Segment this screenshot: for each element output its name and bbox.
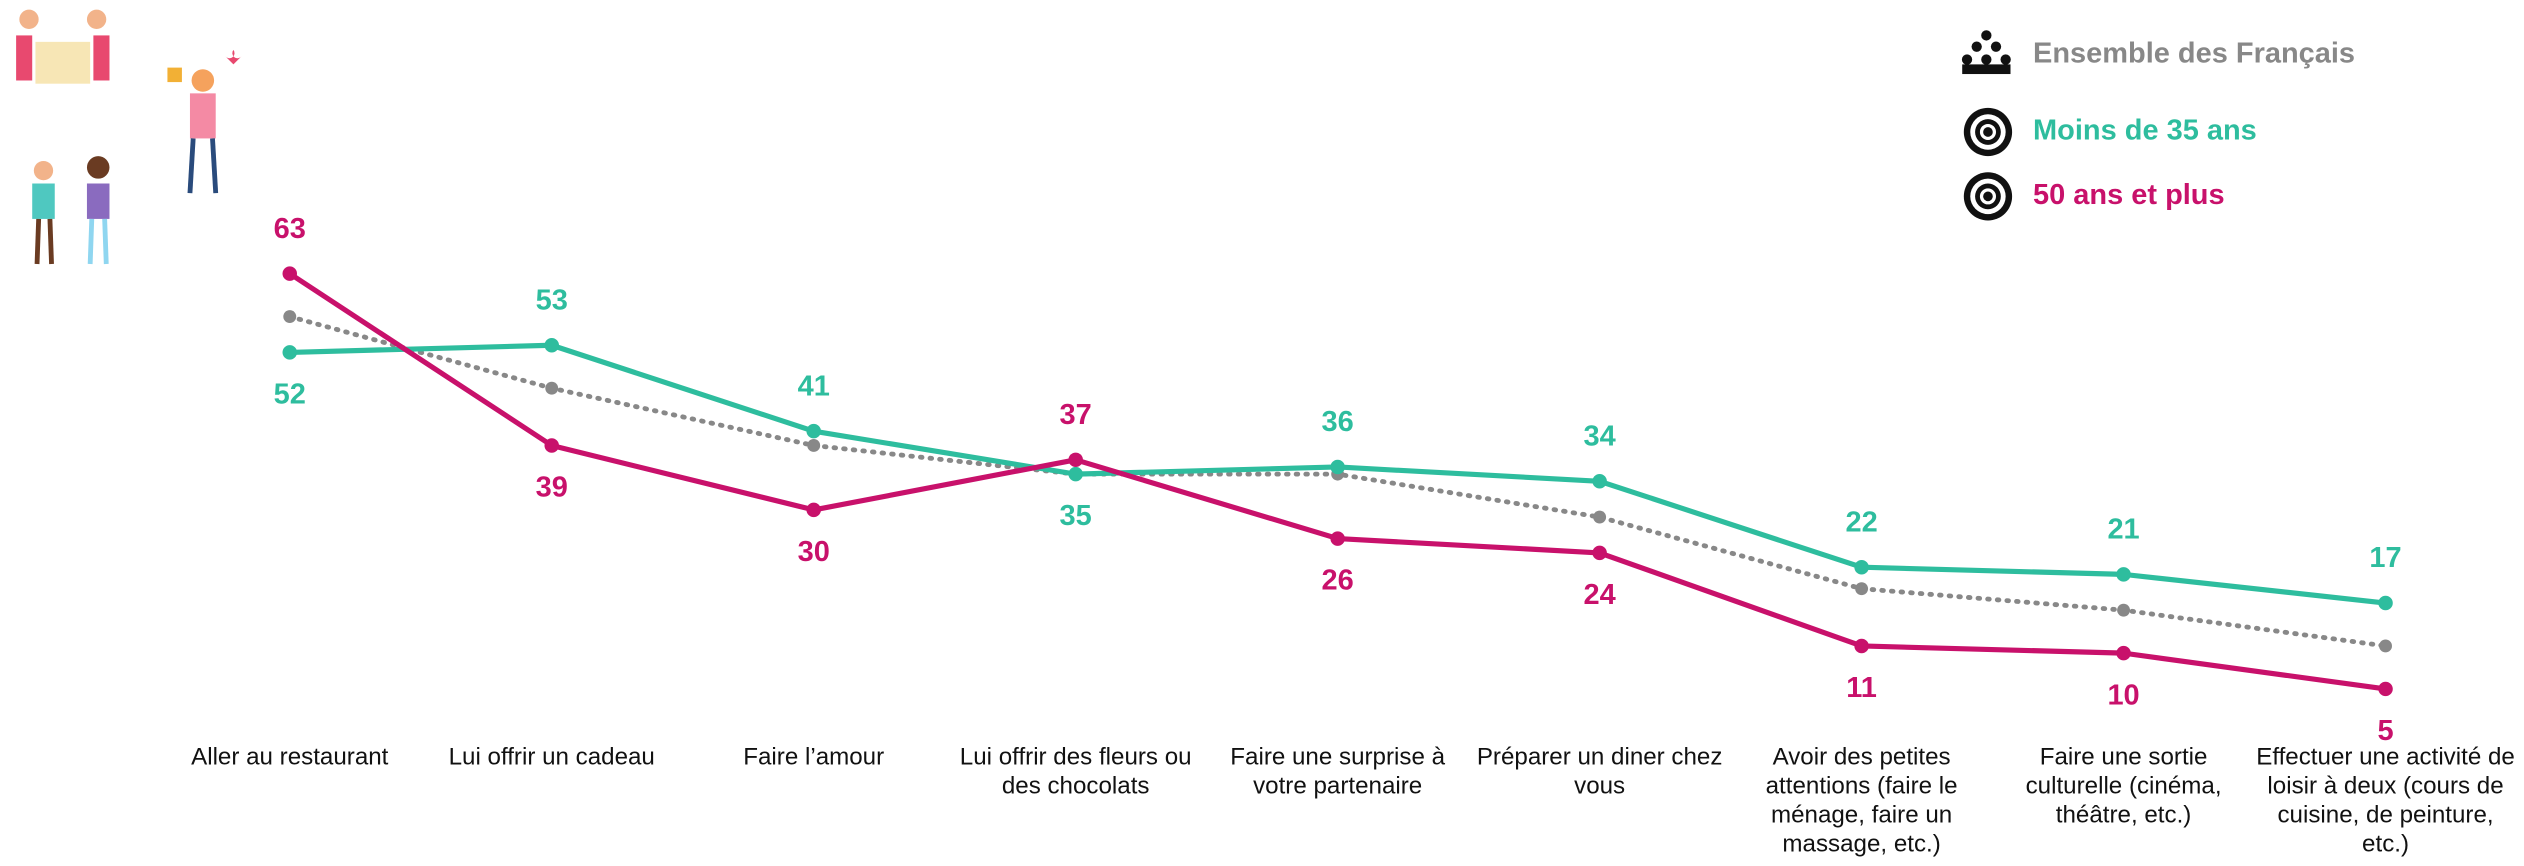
legend-icon	[1983, 127, 1993, 137]
data-label: 34	[1584, 420, 1616, 452]
data-point	[1330, 531, 1345, 546]
data-label: 39	[536, 472, 568, 504]
data-label: 21	[2107, 514, 2139, 546]
x-tick-label-box: Lui offrir des fleurs ou des chocolats	[959, 743, 1192, 801]
legend-icon	[1961, 54, 1973, 65]
data-label: 41	[798, 370, 830, 402]
data-point	[2378, 595, 2393, 611]
data-point	[2379, 639, 2392, 653]
x-tick-label-box: Faire l’amour	[743, 743, 885, 772]
data-label: 35	[1060, 500, 1092, 532]
data-point	[806, 423, 821, 439]
legend-item: 50 ans et plus	[1963, 172, 2225, 221]
legend-icon	[1983, 191, 1993, 202]
data-point	[2116, 567, 2131, 582]
data-point	[283, 310, 297, 324]
legend-icon	[1962, 64, 2011, 75]
legend-item: Moins de 35 ans	[1963, 107, 2257, 157]
data-point	[1592, 474, 1607, 489]
data-label: 17	[2369, 542, 2401, 574]
data-label: 63	[274, 213, 306, 245]
data-point	[544, 338, 559, 353]
legend-item: Ensemble des Français	[1961, 30, 2355, 75]
legend-label: Ensemble des Français	[2033, 37, 2355, 69]
legend-icon	[1981, 30, 1992, 41]
illustration	[16, 9, 242, 265]
data-point	[2117, 603, 2131, 617]
data-label: 26	[1322, 565, 1354, 597]
data-label: 30	[798, 536, 830, 568]
data-point	[807, 439, 821, 452]
data-point	[1854, 559, 1869, 575]
legend-icon	[2000, 54, 2011, 65]
series-line	[287, 271, 2389, 692]
data-point	[1330, 459, 1345, 475]
data-label: 37	[1060, 399, 1092, 431]
x-tick-label: Faire l’amour	[743, 743, 885, 772]
data-point	[544, 438, 559, 453]
data-point	[1068, 466, 1083, 482]
x-tick-label: Préparer un diner chez vous	[1476, 743, 1723, 801]
data-point	[282, 266, 298, 281]
data-point	[2378, 681, 2393, 697]
data-point	[1855, 582, 1869, 596]
data-label: 36	[1322, 406, 1354, 438]
x-tick-label: Aller au restaurant	[191, 743, 389, 772]
legend-label: 50 ans et plus	[2033, 179, 2225, 211]
x-tick-label: Faire une sortie culturelle (cinéma, thé…	[2025, 743, 2222, 829]
legend-icon	[1971, 41, 1982, 52]
legend-label: Moins de 35 ans	[2033, 115, 2257, 147]
data-label: 53	[536, 284, 568, 316]
x-tick-label: Lui offrir des fleurs ou des chocolats	[959, 743, 1192, 801]
data-point	[282, 345, 298, 360]
x-tick-label-box: Effectuer une activité de loisir à deux …	[2256, 743, 2515, 858]
data-point	[806, 502, 821, 518]
x-tick-label: Faire une surprise à votre partenaire	[1230, 743, 1446, 801]
data-label: 5	[2377, 715, 2393, 747]
data-point	[1592, 545, 1607, 561]
x-tick-label-box: Faire une surprise à votre partenaire	[1230, 743, 1446, 801]
data-point	[1068, 452, 1083, 468]
x-tick-label: Effectuer une activité de loisir à deux …	[2256, 743, 2515, 858]
data-label: 22	[1845, 506, 1877, 538]
x-tick-label-box: Aller au restaurant	[191, 743, 389, 772]
legend-icon	[1981, 54, 1992, 65]
x-tick-label-box: Faire une sortie culturelle (cinéma, thé…	[2025, 743, 2222, 829]
x-tick-label: Avoir des petites attentions (faire le m…	[1765, 743, 1958, 858]
data-label: 52	[274, 379, 306, 411]
data-point	[1593, 510, 1607, 524]
x-tick-label: Lui offrir un cadeau	[448, 743, 655, 772]
x-tick-label-box: Lui offrir un cadeau	[448, 743, 655, 772]
data-label: 11	[1846, 672, 1877, 704]
x-tick-label-box: Avoir des petites attentions (faire le m…	[1765, 743, 1958, 858]
data-point	[545, 381, 559, 395]
data-point	[1854, 638, 1869, 654]
x-tick-label-box: Préparer un diner chez vous	[1476, 743, 1723, 801]
data-label: 10	[2107, 679, 2139, 711]
data-point	[2116, 645, 2131, 661]
data-label: 24	[1584, 579, 1616, 611]
legend-icon	[1990, 41, 2002, 52]
